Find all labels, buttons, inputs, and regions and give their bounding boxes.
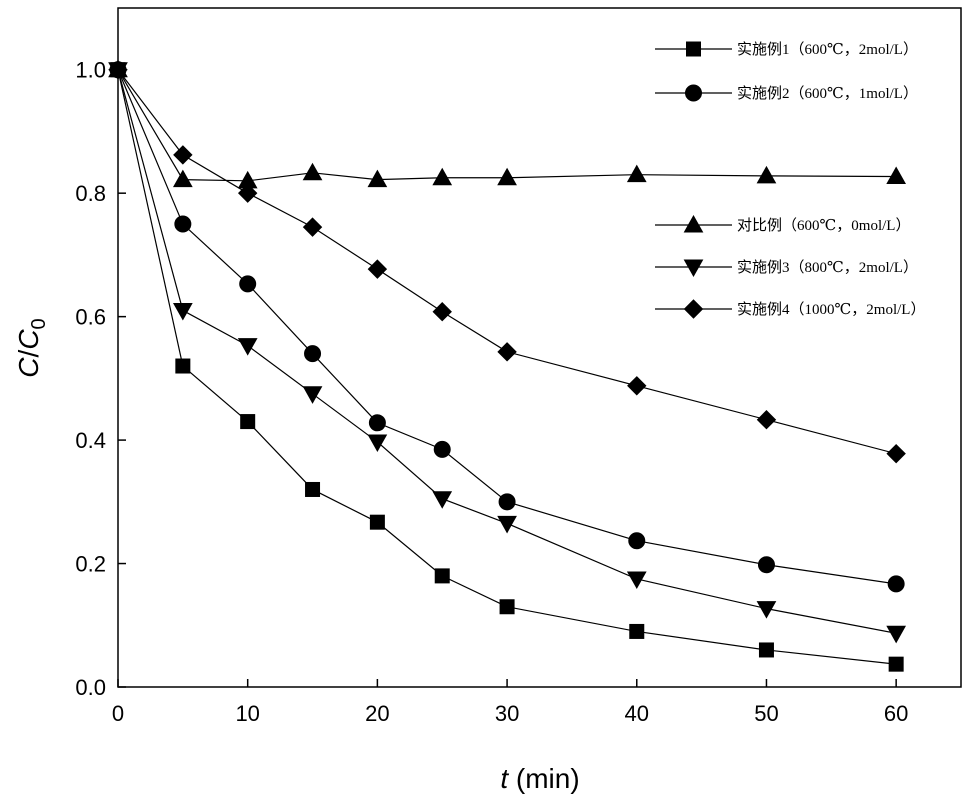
- data-point-diamond: [498, 343, 516, 361]
- legend-label: 实施例1（600℃，2mol/L）: [737, 41, 918, 58]
- legend-label: 实施例2（600℃，1mol/L）: [737, 85, 918, 102]
- data-point-triangle-up: [628, 166, 646, 182]
- y-tick-label: 1.0: [75, 58, 106, 83]
- legend-marker-square: [687, 42, 701, 56]
- data-point-triangle-up: [433, 169, 451, 185]
- x-tick-label: 50: [754, 701, 778, 726]
- data-point-triangle-up: [757, 167, 775, 183]
- data-point-diamond: [757, 411, 775, 429]
- series-line: [118, 70, 896, 664]
- data-point-square: [176, 359, 190, 373]
- data-point-circle: [758, 557, 774, 573]
- y-tick-label: 0.8: [75, 181, 106, 206]
- data-point-triangle-down: [174, 303, 192, 319]
- legend-marker-diamond: [685, 300, 703, 318]
- data-point-square: [435, 569, 449, 583]
- data-point-triangle-up: [498, 169, 516, 185]
- legend-entry-5: 实施例4（1000℃，2mol/L）: [655, 300, 925, 318]
- data-point-triangle-up: [174, 171, 192, 187]
- series-2: [110, 62, 904, 592]
- x-tick-label: 30: [495, 701, 519, 726]
- legend-label: 实施例3（800℃，2mol/L）: [737, 259, 918, 276]
- data-point-circle: [499, 494, 515, 510]
- y-tick-label: 0.4: [75, 428, 106, 453]
- series-3: [109, 61, 905, 188]
- data-point-triangle-down: [887, 626, 905, 642]
- data-point-circle: [629, 533, 645, 549]
- data-point-square: [241, 415, 255, 429]
- data-point-square: [306, 482, 320, 496]
- legend: 实施例1（600℃，2mol/L） 实施例2（600℃，1mol/L） 对比例（60…: [655, 41, 925, 318]
- x-tick-label: 0: [112, 701, 124, 726]
- data-point-diamond: [304, 218, 322, 236]
- data-point-square: [630, 624, 644, 638]
- data-point-diamond: [174, 146, 192, 164]
- series-lines: [109, 61, 905, 671]
- data-point-triangle-down: [239, 339, 257, 355]
- data-point-diamond: [887, 445, 905, 463]
- axis-ticks: 0 10 20 30 40 50 60 0.0 0.2 0.4 0.6 0.8 1.0: [75, 58, 908, 726]
- data-point-circle: [240, 276, 256, 292]
- y-tick-label: 0.0: [75, 675, 106, 700]
- legend-marker-circle: [686, 85, 702, 101]
- data-point-triangle-up: [887, 168, 905, 184]
- legend-entry-1: 实施例1（600℃，2mol/L）: [655, 41, 918, 58]
- x-axis-title: t (min): [500, 763, 579, 794]
- data-point-circle: [369, 415, 385, 431]
- data-point-diamond: [628, 377, 646, 395]
- legend-label: 实施例4（1000℃，2mol/L）: [737, 301, 925, 318]
- data-point-diamond: [368, 260, 386, 278]
- legend-entry-3: 对比例（600℃，0mol/L）: [655, 216, 910, 234]
- data-point-circle: [175, 216, 191, 232]
- x-tick-label: 20: [365, 701, 389, 726]
- x-tick-label: 60: [884, 701, 908, 726]
- data-point-triangle-down: [433, 492, 451, 508]
- data-point-square: [759, 643, 773, 657]
- data-point-circle: [888, 576, 904, 592]
- data-point-circle: [434, 441, 450, 457]
- series-1: [111, 63, 903, 671]
- data-point-triangle-down: [368, 435, 386, 451]
- y-axis-numerator: C: [13, 357, 44, 378]
- legend-marker-triangle-up: [685, 216, 703, 232]
- y-tick-label: 0.2: [75, 552, 106, 577]
- y-tick-label: 0.6: [75, 305, 106, 330]
- legend-entry-2: 实施例2（600℃，1mol/L）: [655, 85, 918, 102]
- data-point-triangle-down: [304, 387, 322, 403]
- x-tick-label: 40: [625, 701, 649, 726]
- legend-label: 对比例（600℃，0mol/L）: [737, 217, 910, 234]
- data-point-diamond: [433, 303, 451, 321]
- legend-entry-4: 实施例3（800℃，2mol/L）: [655, 259, 918, 276]
- y-axis-denominator: C: [13, 329, 44, 350]
- x-axis-unit: (min): [508, 763, 580, 794]
- data-point-square: [370, 515, 384, 529]
- data-point-square: [889, 657, 903, 671]
- legend-marker-triangle-down: [685, 260, 703, 276]
- data-point-triangle-up: [304, 164, 322, 180]
- x-tick-label: 10: [235, 701, 259, 726]
- data-point-square: [500, 600, 514, 614]
- y-axis-title: C/C0: [13, 318, 50, 377]
- y-axis-subscript: 0: [28, 318, 50, 329]
- data-point-triangle-down: [498, 516, 516, 532]
- data-point-circle: [305, 346, 321, 362]
